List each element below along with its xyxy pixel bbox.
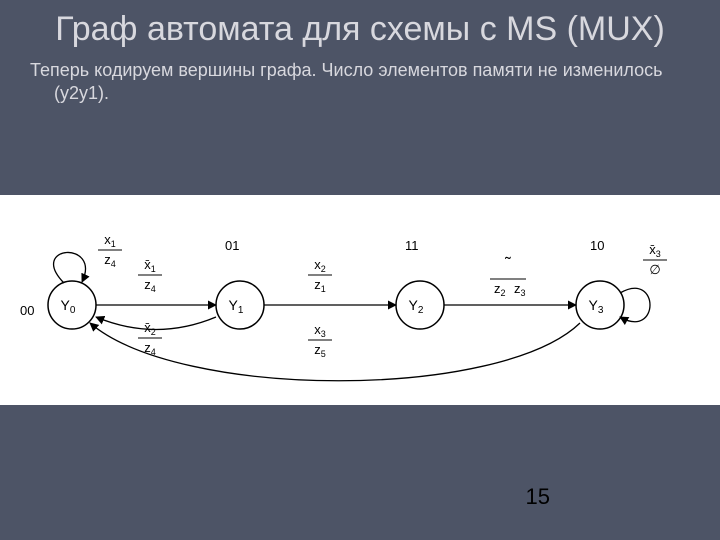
state-diagram: Y000Y101Y211Y310x̄1z4x̄2z4x2z1x3z5˜z2z3x… xyxy=(0,195,720,405)
body-line-1: Теперь кодируем вершины графа. Число эле… xyxy=(30,60,662,80)
slide-title: Граф автомата для схемы с MS (MUX) xyxy=(0,0,720,49)
slide: Граф автомата для схемы с MS (MUX) Тепер… xyxy=(0,0,720,540)
slide-body: Теперь кодируем вершины графа. Число эле… xyxy=(0,49,720,104)
svg-text:01: 01 xyxy=(225,238,239,253)
svg-text:˜: ˜ xyxy=(504,254,511,273)
svg-text:10: 10 xyxy=(590,238,604,253)
state-graph-svg: Y000Y101Y211Y310x̄1z4x̄2z4x2z1x3z5˜z2z3x… xyxy=(0,195,720,405)
svg-text:00: 00 xyxy=(20,303,34,318)
svg-text:∅: ∅ xyxy=(649,262,660,277)
page-number: 15 xyxy=(526,484,550,510)
svg-text:11: 11 xyxy=(405,238,419,253)
body-line-2: (y2y1). xyxy=(30,83,109,103)
